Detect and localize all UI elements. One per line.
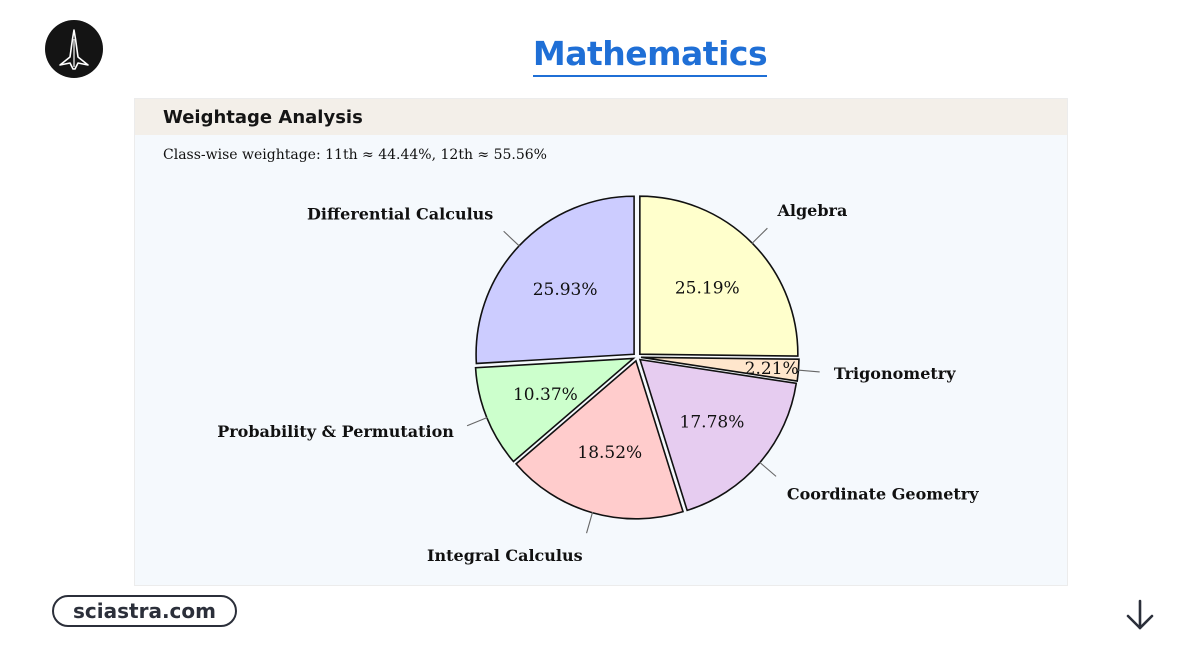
leader-line-integral-calculus: [586, 511, 594, 534]
page-title: Mathematics: [0, 34, 1200, 77]
class-weightage-text: Class-wise weightage: 11th ≈ 44.44%, 12t…: [163, 147, 547, 163]
leader-line-probability-and-permutation: [466, 416, 488, 427]
card-header: Weightage Analysis: [135, 99, 1067, 135]
slice-percent-trigonometry: 2.21%: [745, 359, 799, 379]
slice-label-algebra: Algebra: [776, 201, 847, 220]
leader-line-coordinate-geometry: [758, 461, 777, 477]
down-arrow-icon[interactable]: [1124, 598, 1156, 632]
leader-line-algebra: [751, 227, 768, 245]
slice-label-trigonometry: Trigonometry: [834, 364, 956, 383]
brand-logo[interactable]: [45, 20, 103, 78]
pie-chart: 25.19% Algebra 2.21% Trigonometry 17.78% Coor…: [217, 195, 979, 565]
page-title-text: Mathematics: [532, 34, 768, 77]
slice-label-probability-and-permutation: Probability & Permutation: [217, 422, 454, 441]
pie-slice-algebra: [639, 195, 799, 357]
slice-percent-probability-and-permutation: 10.37%: [513, 385, 578, 405]
slice-label-differential-calculus: Differential Calculus: [307, 204, 493, 223]
slice-label-coordinate-geometry: Coordinate Geometry: [787, 485, 979, 504]
weightage-card: Weightage Analysis Class-wise weightage:…: [134, 98, 1068, 586]
slice-percent-coordinate-geometry: 17.78%: [680, 412, 745, 432]
slice-percent-algebra: 25.19%: [675, 279, 740, 299]
slice-percent-differential-calculus: 25.93%: [533, 280, 598, 300]
leader-line-trigonometry: [797, 369, 820, 373]
slice-percent-integral-calculus: 18.52%: [577, 443, 642, 463]
rocket-logo-icon: [59, 29, 89, 70]
site-link[interactable]: sciastra.com: [52, 595, 237, 627]
leader-line-differential-calculus: [503, 230, 521, 247]
slice-label-integral-calculus: Integral Calculus: [427, 546, 583, 565]
